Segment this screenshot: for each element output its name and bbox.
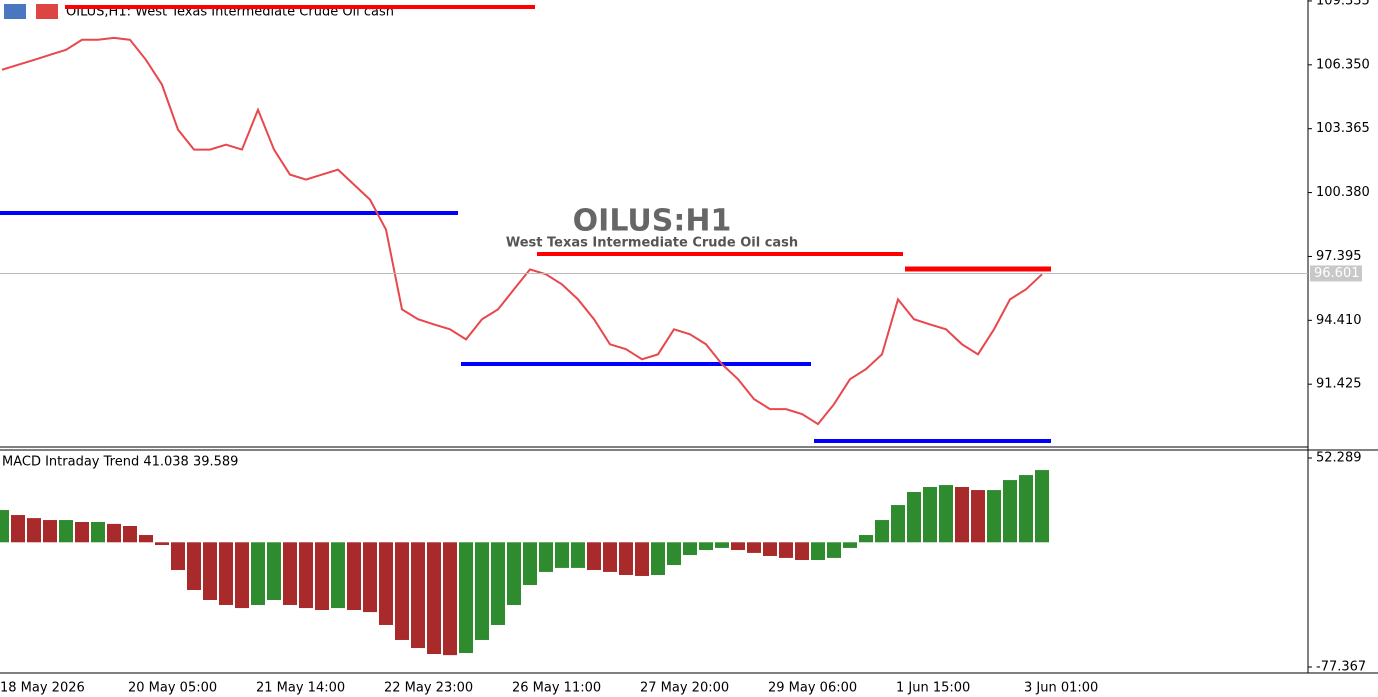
y-tick-label: 97.395 [1316,249,1362,264]
x-tick-label: 1 Jun 15:00 [896,681,970,696]
macd-bar [619,542,633,576]
x-tick-label: 18 May 2026 [0,681,85,696]
macd-bar [235,542,249,609]
macd-bar [987,490,1001,543]
y-tick-label: 52.289 [1316,450,1362,465]
macd-bar [459,542,473,654]
macd-bar [187,542,201,590]
macd-bar [203,542,217,600]
macd-bar [667,542,681,566]
macd-bar [283,542,297,605]
x-tick-label: 22 May 23:00 [384,681,473,696]
macd-bar [875,520,889,543]
macd-bar [923,486,937,543]
macd-bar [747,542,761,553]
macd-bar [699,542,713,551]
y-tick-label: 106.350 [1316,57,1370,72]
macd-bar [491,542,505,625]
macd-bar [827,542,841,558]
menu-icon[interactable] [4,4,26,19]
macd-bar [411,542,425,649]
macd-bar [251,542,265,605]
macd-bar [331,542,345,609]
x-tick-label: 26 May 11:00 [512,681,601,696]
macd-bar [539,542,553,572]
macd-bar [683,542,697,556]
macd-bar [171,542,185,571]
y-tick-label: 100.380 [1316,185,1370,200]
macd-bar [139,535,153,543]
macd-bar [363,542,377,613]
macd-bar [1003,480,1017,543]
chart-title: OILUS:H1 [573,204,732,239]
y-tick-label: 109.335 [1316,0,1370,8]
macd-bar [715,542,729,548]
macd-bar [11,515,25,543]
x-tick-label: 20 May 05:00 [128,681,217,696]
macd-bar [907,491,921,543]
macd-title: MACD Intraday Trend 41.038 39.589 [2,455,238,470]
macd-bar [475,542,489,640]
macd-bar [91,521,105,543]
macd-bar [939,485,953,543]
macd-bar [155,542,169,546]
macd-bar [443,542,457,656]
macd-bar [731,542,745,551]
macd-bar [955,486,969,543]
macd-bar [1019,475,1033,543]
macd-bar [107,523,121,543]
macd-bar [971,490,985,543]
last-price-box [1310,265,1362,282]
last-price-label: 96.601 [1314,266,1360,281]
macd-bar [219,542,233,605]
tester-icon[interactable] [36,4,58,19]
y-tick-label: 94.410 [1316,313,1362,328]
macd-bar [379,542,393,625]
macd-bar [395,542,409,640]
macd-bar [427,542,441,654]
macd-bar [587,542,601,571]
macd-bar [795,542,809,561]
macd-bar [571,542,585,568]
x-tick-label: 21 May 14:00 [256,681,345,696]
macd-bar [27,518,41,543]
macd-bar [555,542,569,568]
macd-bar [891,505,905,543]
macd-bar [1035,470,1049,543]
price-line [1,36,1043,426]
macd-bar [315,542,329,610]
macd-bar [43,520,57,543]
macd-bar [507,542,521,605]
macd-bar [779,542,793,558]
macd-bar [603,542,617,572]
macd-bar [763,542,777,556]
macd-bar [123,526,137,543]
macd-bar [0,510,9,543]
chart-subtitle: West Texas Intermediate Crude Oil cash [506,236,798,251]
x-tick-label: 27 May 20:00 [640,681,729,696]
macd-bar [267,542,281,600]
macd-bar [859,535,873,543]
macd-bar [635,542,649,576]
macd-bar [299,542,313,609]
y-tick-label: 91.425 [1316,377,1362,392]
macd-bar [59,520,73,543]
macd-bar [75,521,89,543]
macd-bar [523,542,537,586]
y-tick-label: 103.365 [1316,121,1370,136]
y-tick-label: -77.367 [1316,659,1366,674]
macd-bar [347,542,361,610]
macd-bar [651,542,665,576]
x-tick-label: 29 May 06:00 [768,681,857,696]
macd-bar [811,542,825,561]
x-tick-label: 3 Jun 01:00 [1024,681,1098,696]
macd-bar [843,542,857,548]
